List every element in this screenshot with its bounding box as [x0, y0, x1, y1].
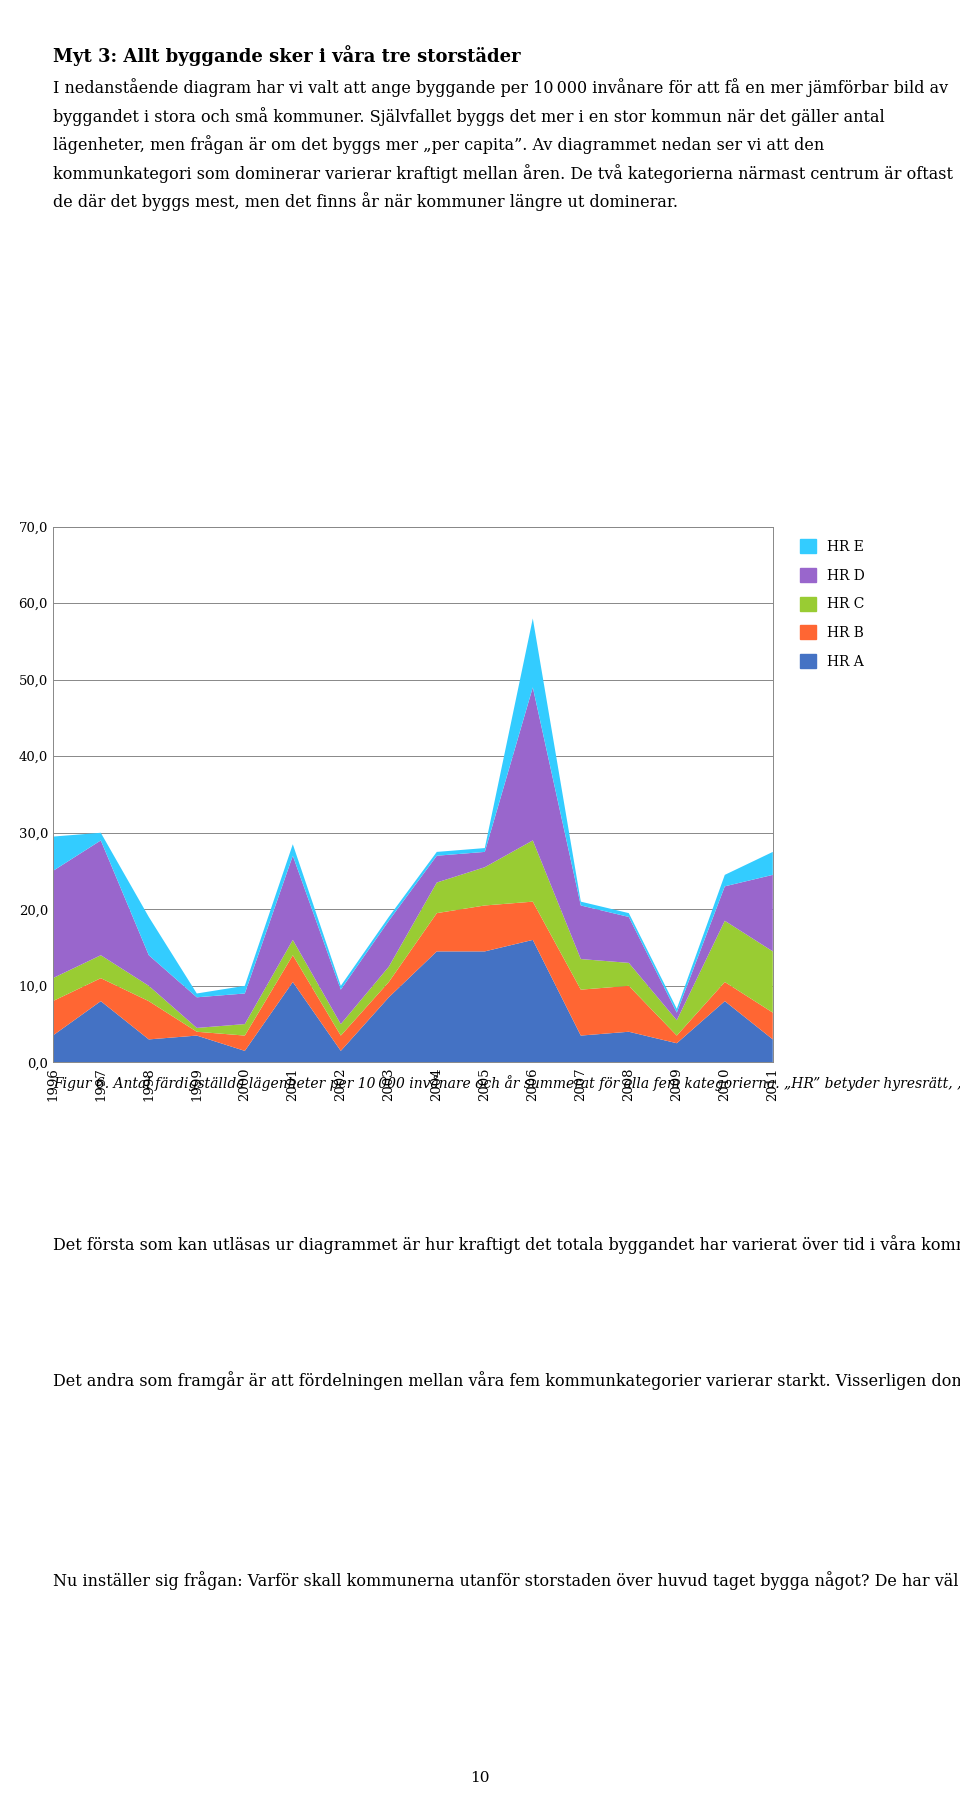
Text: Myt 3: Allt byggande sker i våra tre storstäder: Myt 3: Allt byggande sker i våra tre sto… — [53, 45, 520, 67]
Text: I nedanstående diagram har vi valt att ange byggande per 10 000 invånare för att: I nedanstående diagram har vi valt att a… — [53, 78, 952, 211]
Legend: HR E, HR D, HR C, HR B, HR A: HR E, HR D, HR C, HR B, HR A — [794, 534, 871, 674]
Text: 10: 10 — [470, 1771, 490, 1785]
Text: Det andra som framgår är att fördelningen mellan våra fem kommunkategorier varie: Det andra som framgår är att fördelninge… — [53, 1371, 960, 1389]
Text: Nu inställer sig frågan: Varför skall kommunerna utanför storstaden över huvud t: Nu inställer sig frågan: Varför skall ko… — [53, 1571, 960, 1589]
Text: Figur 6. Antal färdigställda lägenheter per 10 000 invånare och år summerat för : Figur 6. Antal färdigställda lägenheter … — [53, 1075, 960, 1091]
Text: Det första som kan utläsas ur diagrammet är hur kraftigt det totala byggandet ha: Det första som kan utläsas ur diagrammet… — [53, 1235, 960, 1253]
